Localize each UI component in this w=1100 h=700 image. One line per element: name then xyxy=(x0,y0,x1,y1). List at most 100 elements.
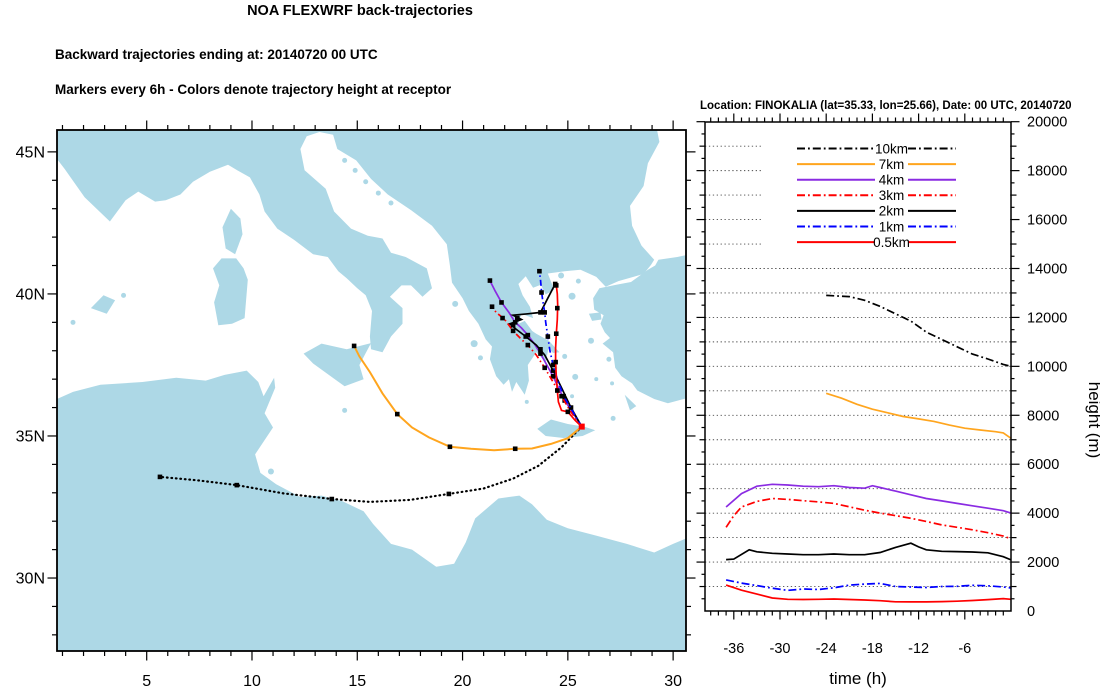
map-marker-2km-5 xyxy=(515,315,520,321)
land-islet-14 xyxy=(610,381,615,386)
profile-xlabel--18: -18 xyxy=(862,641,883,657)
land-islet-2 xyxy=(452,300,459,307)
profile-line-7km xyxy=(825,392,1012,439)
profile-line-3km xyxy=(725,497,1012,540)
map-marker-2km-0 xyxy=(568,405,574,410)
land-island-1 xyxy=(213,258,248,326)
land-islet-21 xyxy=(352,167,358,173)
land-anatolia xyxy=(593,255,686,404)
profile-line-2km xyxy=(726,542,1012,561)
profile-ylabel-20000: 20000 xyxy=(1027,115,1067,131)
profile-ylabel-8000: 8000 xyxy=(1027,408,1059,424)
map-panel: 5 10 15 20 25 30 30N 35N 40N 45N xyxy=(16,120,696,690)
map-marker-0.5km-2 xyxy=(553,359,558,365)
profile-ylabel-18000: 18000 xyxy=(1027,164,1067,180)
map-lon-label-30: 30 xyxy=(664,673,682,690)
map-marker-10km-2 xyxy=(234,482,240,488)
land-islet-20 xyxy=(342,157,348,163)
map-marker-10km-1 xyxy=(329,496,335,502)
map-marker-4km-6 xyxy=(487,278,493,283)
land-islet-6 xyxy=(558,272,565,279)
land-africa xyxy=(57,370,686,651)
land-islet-18 xyxy=(267,468,274,475)
land-islet-17 xyxy=(342,407,348,413)
land-islet-16 xyxy=(524,399,529,404)
land-islet-4 xyxy=(477,355,483,361)
map-marker-4km-2 xyxy=(538,351,543,356)
land-islet-23 xyxy=(375,190,381,196)
map-marker-2km-3 xyxy=(523,334,529,339)
profile-ylabel-14000: 14000 xyxy=(1027,261,1067,277)
profile-ylabel-4000: 4000 xyxy=(1027,506,1059,522)
land-islet-19 xyxy=(594,377,599,382)
map-lat-label-35: 35N xyxy=(16,428,45,445)
time-axis-title: time (h) xyxy=(829,669,887,688)
map-land-layer xyxy=(57,130,686,651)
land-islet-5 xyxy=(568,292,576,300)
map-lon-label-20: 20 xyxy=(454,673,472,690)
profile-line-4km xyxy=(725,483,1012,514)
land-island-3 xyxy=(537,419,596,438)
map-marker-2km-6 xyxy=(538,310,543,315)
profile-ylabel-0: 0 xyxy=(1027,604,1035,620)
profile-xlabel--30: -30 xyxy=(770,641,791,657)
map-marker-7km-2 xyxy=(394,411,400,417)
map-lat-label-45: 45N xyxy=(16,144,45,161)
map-lon-label-25: 25 xyxy=(559,673,577,690)
land-islet-0 xyxy=(121,292,127,298)
land-islet-10 xyxy=(572,373,579,380)
legend-background xyxy=(762,132,1010,253)
map-marker-7km-3 xyxy=(351,343,357,349)
map-lat-label-40: 40N xyxy=(16,286,45,303)
map-marker-0.5km-4 xyxy=(555,305,560,311)
land-island-4 xyxy=(523,325,560,353)
map-marker-3km-5 xyxy=(489,304,495,310)
land-island-7 xyxy=(624,394,637,411)
legend-label-2km: 2km xyxy=(879,204,905,219)
profile-panel-title: Location: FINOKALIA (lat=35.33, lon=25.6… xyxy=(700,100,1072,112)
map-marker-10km-0 xyxy=(446,491,452,497)
profile-xlabel--6: -6 xyxy=(958,641,971,657)
legend-label-7km: 7km xyxy=(879,157,905,172)
map-marker-0.5km-0 xyxy=(565,409,571,415)
land-islet-11 xyxy=(570,394,575,399)
land-islet-7 xyxy=(575,278,581,284)
profile-line-1km xyxy=(725,579,1012,592)
subtitle-ending-time: Backward trajectories ending at: 2014072… xyxy=(55,47,378,62)
profile-ylabel-12000: 12000 xyxy=(1027,310,1067,326)
profile-ylabel-2000: 2000 xyxy=(1027,555,1059,571)
map-marker-4km-1 xyxy=(550,374,556,379)
map-marker-7km-0 xyxy=(512,446,518,452)
land-islet-3 xyxy=(470,340,478,348)
land-europe xyxy=(57,130,660,395)
map-marker-2km-4 xyxy=(510,322,516,328)
map-marker-4km-5 xyxy=(499,300,504,305)
legend-label-1km: 1km xyxy=(879,219,905,234)
map-marker-10km-3 xyxy=(157,474,163,480)
map-marker-3km-3 xyxy=(510,328,516,334)
land-island-5 xyxy=(90,295,116,314)
profile-ylabel-16000: 16000 xyxy=(1027,213,1067,229)
profile-ylabel-6000: 6000 xyxy=(1027,457,1059,473)
map-marker-3km-4 xyxy=(500,315,505,321)
map-marker-1km-4 xyxy=(539,290,544,295)
height-axis-title: height (m) xyxy=(1085,382,1100,459)
land-islet-12 xyxy=(606,356,612,362)
land-island-6 xyxy=(588,312,602,321)
map-lon-label-10: 10 xyxy=(243,673,261,690)
legend-label-3km: 3km xyxy=(879,188,905,203)
map-marker-0.5km-3 xyxy=(553,331,559,336)
profile-xlabel--36: -36 xyxy=(723,641,744,657)
land-island-0 xyxy=(222,208,243,255)
map-trajectory-10km xyxy=(158,425,583,504)
map-marker-7km-1 xyxy=(447,444,453,450)
map-trajectory-3km xyxy=(491,306,583,428)
map-marker-0.5km-1 xyxy=(555,388,560,393)
land-islet-1 xyxy=(70,319,76,325)
map-marker-1km-5 xyxy=(537,268,542,274)
land-islet-15 xyxy=(610,415,616,421)
main-title: NOA FLEXWRF back-trajectories xyxy=(247,3,473,19)
